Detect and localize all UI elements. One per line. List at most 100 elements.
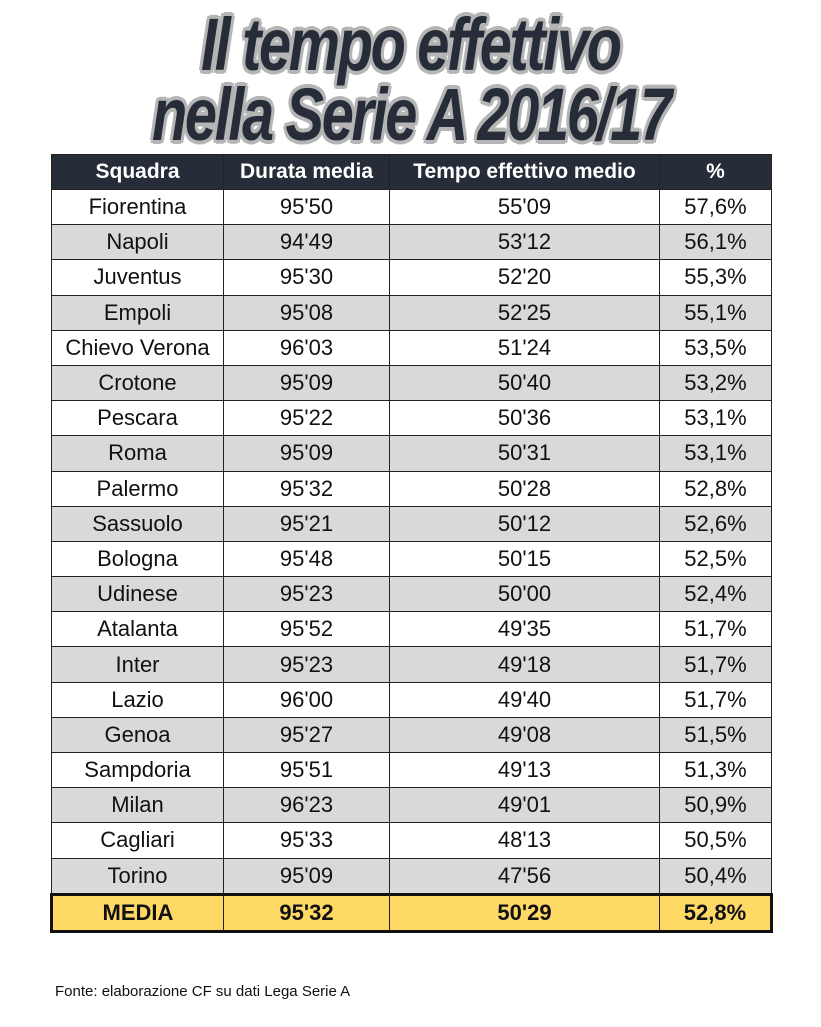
- table-row: Atalanta 95'52 49'35 51,7%: [51, 611, 772, 648]
- cell-effettivo: 50'31: [389, 435, 660, 472]
- cell-team: Milan: [51, 787, 224, 824]
- cell-effettivo: 55'09: [389, 188, 660, 226]
- media-row: MEDIA 95'32 50'29 52,8%: [50, 892, 773, 933]
- cell-pct: 53,5%: [659, 329, 772, 366]
- cell-effettivo: 53'12: [389, 224, 660, 261]
- cell-team: Palermo: [51, 470, 224, 507]
- cell-durata: 95'30: [223, 259, 390, 296]
- cell-effettivo: 49'18: [389, 646, 660, 683]
- header-row: Squadra Durata media Tempo effettivo med…: [51, 154, 772, 190]
- cell-team: Sassuolo: [51, 505, 224, 542]
- table-row: Roma 95'09 50'31 53,1%: [51, 435, 772, 472]
- cell-durata: 96'00: [223, 681, 390, 718]
- cell-durata: 94'49: [223, 224, 390, 261]
- cell-effettivo: 49'01: [389, 787, 660, 824]
- cell-team: Inter: [51, 646, 224, 683]
- cell-durata: 96'03: [223, 329, 390, 366]
- cell-pct: 52,4%: [659, 576, 772, 613]
- cell-pct: 52,5%: [659, 540, 772, 578]
- cell-durata: 95'21: [223, 505, 390, 542]
- cell-effettivo: 49'13: [389, 751, 660, 789]
- cell-durata: 95'08: [223, 294, 390, 331]
- cell-pct: 51,7%: [659, 646, 772, 683]
- table-row: Cagliari 95'33 48'13 50,5%: [51, 822, 772, 859]
- header-effettivo: Tempo effettivo medio: [389, 154, 660, 190]
- cell-durata: 96'23: [223, 787, 390, 824]
- cell-pct: 55,1%: [659, 294, 772, 331]
- cell-durata: 95'22: [223, 400, 390, 437]
- cell-durata: 95'52: [223, 611, 390, 648]
- header-squadra: Squadra: [51, 154, 224, 190]
- table-row: Sampdoria 95'51 49'13 51,3%: [51, 751, 772, 789]
- cell-effettivo: 48'13: [389, 822, 660, 859]
- cell-team: Atalanta: [51, 611, 224, 648]
- cell-durata: 95'51: [223, 751, 390, 789]
- title-text-1: Il tempo effettivo: [201, 3, 622, 86]
- table-row: Pescara 95'22 50'36 53,1%: [51, 400, 772, 437]
- source-note: Fonte: elaborazione CF su dati Lega Seri…: [55, 983, 351, 1000]
- cell-effettivo: 51'24: [389, 329, 660, 366]
- cell-effettivo: 52'20: [389, 259, 660, 296]
- effective-time-table: Squadra Durata media Tempo effettivo med…: [50, 154, 773, 933]
- table-row: Crotone 95'09 50'40 53,2%: [51, 364, 772, 402]
- cell-pct: 50,9%: [659, 787, 772, 824]
- table-row: Milan 96'23 49'01 50,9%: [51, 787, 772, 824]
- cell-team: Bologna: [51, 540, 224, 578]
- cell-pct: 50,5%: [659, 822, 772, 859]
- title-text-2: nella Serie A 2016/17: [151, 73, 672, 156]
- cell-durata: 95'32: [223, 470, 390, 507]
- table-row: Sassuolo 95'21 50'12 52,6%: [51, 505, 772, 542]
- cell-pct: 53,1%: [659, 435, 772, 472]
- cell-team: Sampdoria: [51, 751, 224, 789]
- cell-durata: 95'09: [223, 435, 390, 472]
- cell-team: Torino: [51, 857, 224, 895]
- cell-effettivo: 50'15: [389, 540, 660, 578]
- cell-team: Pescara: [51, 400, 224, 437]
- table-row: Napoli 94'49 53'12 56,1%: [51, 224, 772, 261]
- cell-pct: 56,1%: [659, 224, 772, 261]
- cell-team: Genoa: [51, 716, 224, 754]
- table-row: Chievo Verona 96'03 51'24 53,5%: [51, 329, 772, 366]
- cell-effettivo: 47'56: [389, 857, 660, 895]
- cell-pct: 51,5%: [659, 716, 772, 754]
- cell-team: Empoli: [51, 294, 224, 331]
- cell-team: Crotone: [51, 364, 224, 402]
- cell-team: Napoli: [51, 224, 224, 261]
- cell-team: Juventus: [51, 259, 224, 296]
- cell-effettivo: 52'25: [389, 294, 660, 331]
- cell-effettivo: 49'08: [389, 716, 660, 754]
- cell-durata: 95'09: [223, 857, 390, 895]
- cell-pct: 53,1%: [659, 400, 772, 437]
- cell-pct: 52,8%: [659, 470, 772, 507]
- cell-team: Udinese: [51, 576, 224, 613]
- cell-effettivo: 50'12: [389, 505, 660, 542]
- cell-durata: 95'27: [223, 716, 390, 754]
- cell-pct: 51,7%: [659, 681, 772, 718]
- cell-team: Roma: [51, 435, 224, 472]
- table-row: Genoa 95'27 49'08 51,5%: [51, 716, 772, 754]
- cell-pct: 51,7%: [659, 611, 772, 648]
- header-durata: Durata media: [223, 154, 390, 190]
- cell-team: Chievo Verona: [51, 329, 224, 366]
- cell-pct: 50,4%: [659, 857, 772, 895]
- table-row: Empoli 95'08 52'25 55,1%: [51, 294, 772, 331]
- cell-effettivo: 50'36: [389, 400, 660, 437]
- cell-pct: 52,8%: [659, 892, 773, 933]
- cell-team: Lazio: [51, 681, 224, 718]
- table-row: Lazio 96'00 49'40 51,7%: [51, 681, 772, 718]
- table-row: Udinese 95'23 50'00 52,4%: [51, 576, 772, 613]
- cell-pct: 51,3%: [659, 751, 772, 789]
- table-row: Palermo 95'32 50'28 52,8%: [51, 470, 772, 507]
- cell-effettivo: 50'29: [389, 892, 660, 933]
- cell-durata: 95'48: [223, 540, 390, 578]
- cell-effettivo: 50'40: [389, 364, 660, 402]
- cell-effettivo: 49'35: [389, 611, 660, 648]
- cell-effettivo: 50'28: [389, 470, 660, 507]
- cell-durata: 95'50: [223, 188, 390, 226]
- cell-team: Cagliari: [51, 822, 224, 859]
- title-line-1: Il tempo effettivo: [0, 2, 821, 87]
- title-line-2: nella Serie A 2016/17: [0, 72, 821, 157]
- cell-pct: 57,6%: [659, 188, 772, 226]
- cell-pct: 53,2%: [659, 364, 772, 402]
- table-row: Bologna 95'48 50'15 52,5%: [51, 540, 772, 578]
